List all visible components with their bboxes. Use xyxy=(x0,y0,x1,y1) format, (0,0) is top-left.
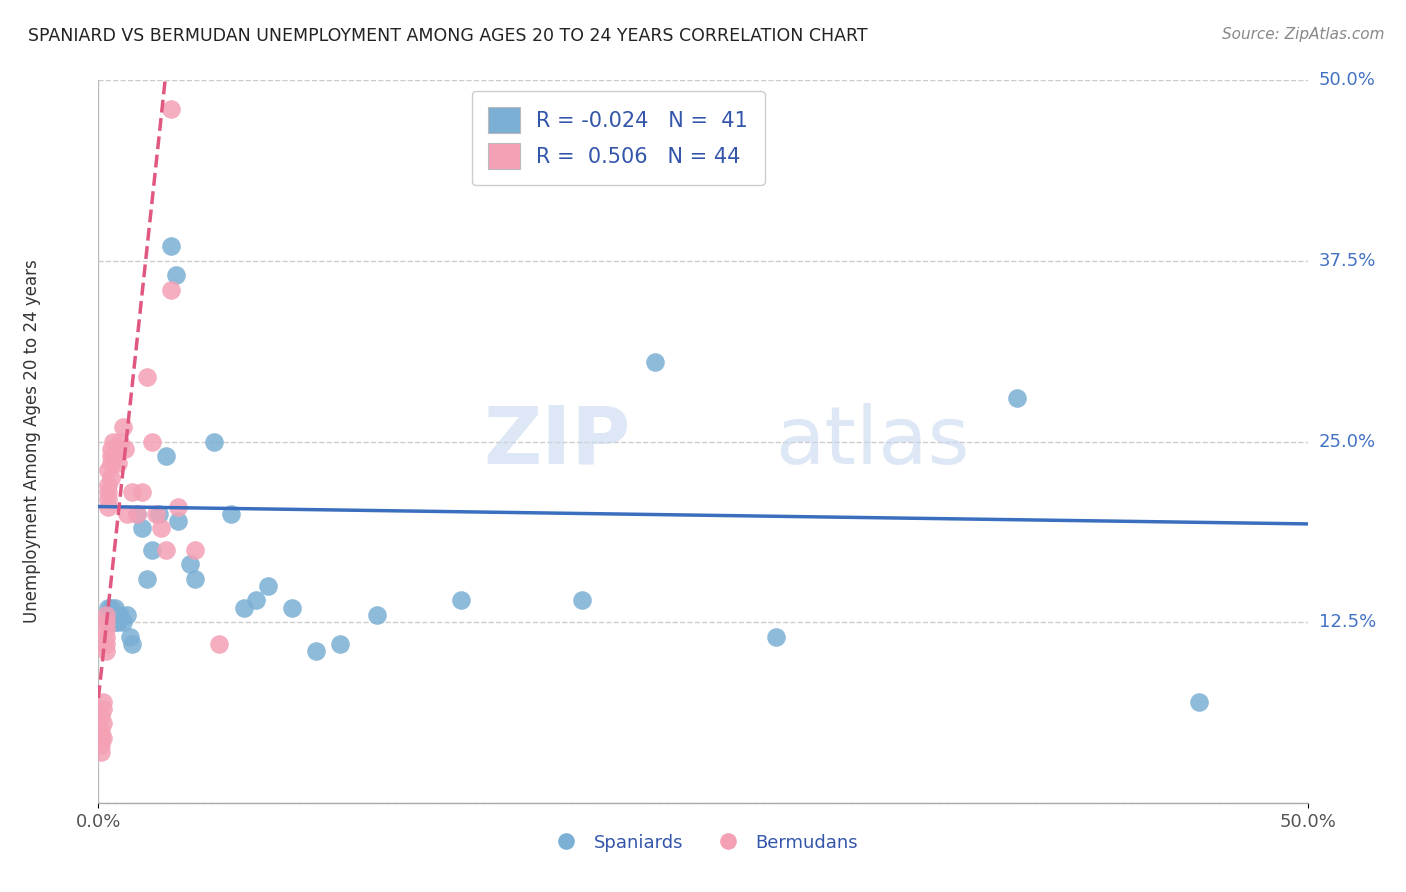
Point xyxy=(644,355,666,369)
Point xyxy=(97,500,120,514)
Point xyxy=(90,738,112,752)
Point xyxy=(111,615,134,630)
Point xyxy=(245,593,267,607)
Point xyxy=(100,456,122,470)
Point xyxy=(91,702,114,716)
Text: Unemployment Among Ages 20 to 24 years: Unemployment Among Ages 20 to 24 years xyxy=(22,260,41,624)
Point xyxy=(97,600,120,615)
Point xyxy=(204,434,226,449)
Point xyxy=(97,607,120,622)
Text: SPANIARD VS BERMUDAN UNEMPLOYMENT AMONG AGES 20 TO 24 YEARS CORRELATION CHART: SPANIARD VS BERMUDAN UNEMPLOYMENT AMONG … xyxy=(28,27,868,45)
Point xyxy=(91,695,114,709)
Point xyxy=(121,485,143,500)
Text: 37.5%: 37.5% xyxy=(1319,252,1376,270)
Point xyxy=(281,600,304,615)
Point xyxy=(160,102,183,116)
Point xyxy=(97,485,120,500)
Point xyxy=(100,600,122,615)
Point xyxy=(165,268,187,283)
Point xyxy=(208,637,231,651)
Text: ZIP: ZIP xyxy=(484,402,630,481)
Point xyxy=(148,507,170,521)
Point xyxy=(97,478,120,492)
Point xyxy=(135,369,157,384)
Point xyxy=(107,456,129,470)
Text: 12.5%: 12.5% xyxy=(1319,613,1376,632)
Point xyxy=(107,615,129,630)
Point xyxy=(108,607,131,622)
Point xyxy=(184,572,207,586)
Point xyxy=(141,434,163,449)
Point xyxy=(117,607,139,622)
Point xyxy=(101,434,124,449)
Point xyxy=(117,507,139,521)
Point xyxy=(90,709,112,723)
Point xyxy=(100,615,122,630)
Point xyxy=(305,644,328,658)
Point xyxy=(131,521,153,535)
Point xyxy=(127,507,149,521)
Point xyxy=(94,607,117,622)
Point xyxy=(160,283,183,297)
Point xyxy=(101,607,124,622)
Point xyxy=(100,442,122,456)
Point xyxy=(167,500,190,514)
Point xyxy=(104,449,127,463)
Point xyxy=(94,615,117,630)
Text: Source: ZipAtlas.com: Source: ZipAtlas.com xyxy=(1222,27,1385,42)
Point xyxy=(167,514,190,528)
Point xyxy=(121,637,143,651)
Point xyxy=(1188,695,1211,709)
Point xyxy=(366,607,388,622)
Point xyxy=(127,507,149,521)
Point xyxy=(160,239,183,253)
Point xyxy=(104,615,127,630)
Point xyxy=(179,558,201,572)
Point xyxy=(91,731,114,745)
Point xyxy=(94,630,117,644)
Legend: Spaniards, Bermudans: Spaniards, Bermudans xyxy=(541,826,865,859)
Text: atlas: atlas xyxy=(776,402,970,481)
Point xyxy=(100,449,122,463)
Point xyxy=(97,463,120,477)
Point xyxy=(329,637,352,651)
Point xyxy=(155,542,177,557)
Point xyxy=(90,745,112,759)
Point xyxy=(256,579,278,593)
Point xyxy=(131,485,153,500)
Point xyxy=(1007,391,1029,405)
Point xyxy=(90,731,112,745)
Point xyxy=(100,470,122,484)
Point xyxy=(765,630,787,644)
Point xyxy=(135,572,157,586)
Point xyxy=(94,637,117,651)
Point xyxy=(571,593,593,607)
Point xyxy=(97,492,120,507)
Point xyxy=(101,615,124,630)
Point xyxy=(111,420,134,434)
Point xyxy=(155,449,177,463)
Point xyxy=(104,600,127,615)
Point xyxy=(107,607,129,622)
Text: 25.0%: 25.0% xyxy=(1319,433,1376,450)
Point xyxy=(450,593,472,607)
Point xyxy=(94,623,117,637)
Point xyxy=(184,542,207,557)
Point xyxy=(90,723,112,738)
Point xyxy=(94,644,117,658)
Point xyxy=(141,542,163,557)
Point xyxy=(150,521,173,535)
Point xyxy=(232,600,254,615)
Point xyxy=(114,442,136,456)
Point xyxy=(221,507,243,521)
Point xyxy=(118,630,141,644)
Text: 50.0%: 50.0% xyxy=(1319,71,1375,89)
Point xyxy=(108,434,131,449)
Point xyxy=(91,716,114,731)
Point xyxy=(145,507,167,521)
